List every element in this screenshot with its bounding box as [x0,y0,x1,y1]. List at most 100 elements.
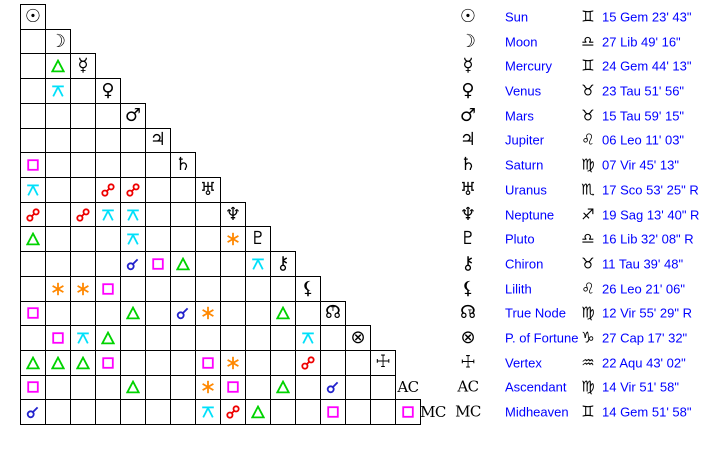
planet-position: 26 Leo 21' 06" [602,281,686,297]
planet-name: True Node [505,305,566,321]
aspect-cell-vertex-moon [45,349,71,376]
true-node-badge: T [331,307,335,314]
planet-name: Uranus [505,182,547,198]
venus-sign-icon: ♉ [581,81,595,100]
planet-row-true-node: ☊ T True Node ♍ 12 Vir 55' 29" R [455,301,705,327]
grid-planet-cell-mars: ♂ [120,102,146,129]
trine-icon [126,380,140,394]
planet-position: 16 Lib 32' 08" R [602,231,694,247]
planet-name: Venus [505,83,542,99]
aspect-cell-chiron-uranus [195,251,221,277]
aspect-cell-lilith-jupiter [145,275,171,302]
aspect-cell-fortune-chiron [270,325,296,351]
quincunx-icon [52,85,64,97]
aspect-cell-midheaven-uranus [195,399,221,426]
aspect-cell-fortune-jupiter [145,325,171,351]
venus-icon: ♀ [461,79,475,101]
moon-icon: ☽ [49,30,67,52]
aspect-cell-neptune-venus [95,201,121,228]
planet-row-midheaven: MC Midheaven ♊ 14 Gem 51' 58" [455,399,705,425]
mars-icon: ♂ [124,104,142,126]
aspect-cell-saturn-moon [45,152,71,178]
aspect-cell-fortune-uranus [195,325,221,351]
saturn-sign-icon: ♍ [581,155,595,174]
vertex-icon: ☩ [460,352,476,373]
aspect-cell-uranus-jupiter [145,176,171,203]
aspect-cell-saturn-mercury [70,152,96,178]
uranus-icon: ♅ [459,178,477,200]
pluto-sign-icon: ♎ [581,229,595,248]
aspect-cell-neptune-sun [20,201,46,228]
aspect-cell-uranus-saturn [170,176,196,203]
planet-row-uranus: ♅ Uranus ♏ 17 Sco 53' 25" R [455,177,705,203]
aspect-cell-true-node-sun [20,300,46,327]
aspect-cell-vertex-chiron [270,349,296,376]
aspect-cell-fortune-sun [20,325,46,351]
planet-position: 23 Tau 51' 56" [602,83,685,99]
aspect-cell-ascendant-moon [45,374,71,401]
grid-planet-cell-vertex: ☩ [370,349,396,376]
grid-planet-cell-jupiter: ♃ [145,127,171,154]
aspect-cell-ascendant-vertex [370,374,396,401]
grid-planet-cell-neptune: ♆ [220,201,246,228]
trine-icon [51,59,65,73]
planet-row-venus: ♀ Venus ♉ 23 Tau 51' 56" [455,78,705,104]
sextile-icon [227,356,239,369]
trine-icon [101,331,115,345]
lilith-sign-icon: ♌ [581,279,595,298]
chiron-sign-icon: ♉ [581,254,595,273]
aspect-cell-fortune-mercury [70,325,96,351]
aspect-cell-ascendant-saturn [170,374,196,401]
mercury-icon: ☿ [462,55,474,77]
aspect-cell-uranus-moon [45,176,71,203]
chiron-icon: ⚷ [276,252,290,274]
grid-planet-cell-saturn: ♄ [170,152,196,178]
conjunction-icon [326,382,339,394]
trine-icon [176,256,190,271]
planet-position: 12 Vir 55' 29" R [602,305,692,321]
aspect-cell-pluto-moon [45,226,71,253]
grid-label-midheaven: MC [420,403,446,422]
saturn-icon: ♄ [459,154,477,176]
planet-position: 17 Sco 53' 25" R [602,182,699,198]
moon-icon: ☽ [459,30,477,52]
aspect-cell-lilith-neptune [220,275,246,302]
aspect-cell-saturn-sun [20,152,46,178]
true-node-icon: ☊ T [460,302,476,324]
aspect-cell-venus-sun [20,78,46,104]
conjunction-icon [126,258,139,271]
planet-name: Lilith [505,281,532,297]
planet-name: Mercury [505,58,552,74]
aspect-cell-pluto-venus [95,226,121,253]
mars-sign-icon: ♉ [581,106,595,125]
planet-row-neptune: ♆ Neptune ♐ 19 Sag 13' 40" R [455,202,705,228]
quincunx-icon [27,184,39,196]
aspect-cell-jupiter-venus [95,127,121,154]
midheaven-sign-icon: ♊ [581,402,595,421]
planet-position: 06 Leo 11' 03" [602,132,685,148]
grid-label-ascendant: AC [397,378,419,397]
grid-planet-cell-sun: ☉ [20,4,46,30]
grid-planet-cell-lilith: ⚸ [295,275,321,302]
sun-sign-icon: ♊ [581,7,595,26]
grid-planet-cell-venus: ♀ [95,78,121,104]
fortune-icon: ⊗ [350,327,366,349]
square-icon [52,332,64,344]
aspect-cell-uranus-mars [120,176,146,203]
aspect-cell-neptune-mercury [70,201,96,228]
aspect-cell-ascendant-fortune [345,374,371,401]
aspect-cell-true-node-chiron [270,300,296,327]
planet-row-fortune: ⊗ P. of Fortune ♑ 27 Cap 17' 32" [455,325,705,351]
sextile-icon [227,233,239,246]
square-icon [152,258,164,270]
aspect-cell-ascendant-pluto [245,374,271,401]
planet-name: Sun [505,9,529,25]
square-icon [327,406,339,418]
aspect-cell-saturn-mars [120,152,146,178]
aspect-cell-fortune-venus [95,325,121,351]
aspect-cell-chiron-pluto [245,251,271,277]
aspect-cell-vertex-mercury [70,349,96,376]
aspect-cell-true-node-mars [120,300,146,327]
aspect-cell-fortune-pluto [245,325,271,351]
aspect-cell-fortune-saturn [170,325,196,351]
